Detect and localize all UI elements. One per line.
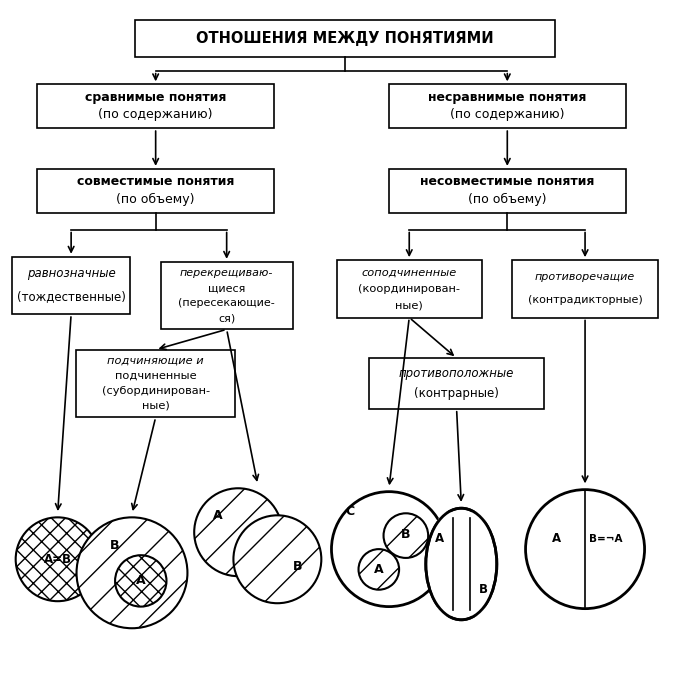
Text: ные): ные) (395, 300, 423, 310)
Text: (по объему): (по объему) (117, 193, 195, 206)
Text: A: A (435, 532, 444, 545)
Text: B: B (478, 583, 487, 596)
Circle shape (77, 517, 188, 628)
Bar (135, 20, 555, 57)
Bar (368, 358, 544, 409)
Ellipse shape (429, 511, 466, 617)
Text: ся): ся) (218, 313, 235, 323)
Text: несравнимые понятия: несравнимые понятия (428, 91, 586, 104)
Text: A=B: A=B (43, 553, 72, 566)
Text: равнозначные: равнозначные (27, 268, 115, 280)
Circle shape (331, 492, 446, 606)
Bar (12, 257, 130, 314)
Text: C: C (345, 505, 354, 519)
Text: перекрещиваю-: перекрещиваю- (180, 268, 273, 278)
Text: (по объему): (по объему) (468, 193, 546, 206)
Text: противоречащие: противоречащие (535, 272, 635, 282)
Bar (337, 260, 482, 318)
Text: ОТНОШЕНИЯ МЕЖДУ ПОНЯТИЯМИ: ОТНОШЕНИЯ МЕЖДУ ПОНЯТИЯМИ (196, 31, 494, 46)
Bar (389, 169, 626, 213)
Bar (161, 261, 293, 329)
Text: A: A (374, 563, 384, 576)
Text: соподчиненные: соподчиненные (362, 268, 457, 277)
Bar (37, 84, 274, 128)
Text: подчиняющие и: подчиняющие и (108, 356, 204, 366)
Text: щиеся: щиеся (208, 283, 246, 293)
Text: (тождественные): (тождественные) (17, 291, 126, 304)
Circle shape (233, 515, 322, 603)
Text: противоположные: противоположные (399, 367, 514, 380)
Circle shape (384, 513, 428, 558)
Text: подчиненные: подчиненные (115, 371, 197, 381)
Bar (37, 169, 274, 213)
Text: B=¬A: B=¬A (589, 534, 622, 544)
Text: (контрадикторные): (контрадикторные) (528, 295, 642, 306)
Text: A: A (213, 509, 223, 522)
Text: B: B (110, 539, 120, 552)
Circle shape (115, 555, 166, 606)
Ellipse shape (426, 508, 497, 620)
Circle shape (359, 549, 399, 589)
Text: (координирован-: (координирован- (358, 284, 460, 294)
Text: несовместимые понятия: несовместимые понятия (420, 175, 595, 189)
Bar (389, 84, 626, 128)
Text: A: A (136, 574, 146, 587)
Text: (пересекающие-: (пересекающие- (178, 298, 275, 308)
Text: (по содержанию): (по содержанию) (450, 109, 564, 122)
Text: (контрарные): (контрарные) (414, 387, 499, 400)
Text: (субординирован-: (субординирован- (101, 386, 210, 396)
Text: B: B (293, 559, 302, 572)
Circle shape (16, 517, 99, 601)
Text: (по содержанию): (по содержанию) (99, 109, 213, 122)
Text: A: A (552, 532, 561, 545)
Bar (76, 350, 235, 418)
Circle shape (194, 488, 282, 576)
Ellipse shape (456, 511, 493, 617)
Wedge shape (585, 490, 644, 608)
Text: B: B (401, 528, 411, 540)
Text: ные): ные) (141, 401, 170, 411)
Bar (513, 260, 658, 318)
Wedge shape (526, 490, 585, 608)
Text: сравнимые понятия: сравнимые понятия (85, 91, 226, 104)
Text: совместимые понятия: совместимые понятия (77, 175, 235, 189)
